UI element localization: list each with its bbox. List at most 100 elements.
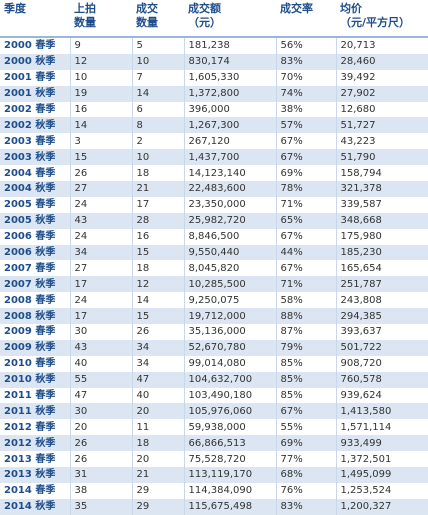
- season-cell: 2001 秋季: [0, 85, 70, 102]
- value-cell: 8: [131, 117, 184, 134]
- value-cell: 105,976,060: [183, 403, 276, 420]
- value-cell: 70%: [275, 69, 336, 86]
- value-cell: 68%: [275, 467, 336, 483]
- value-cell: 1,372,800: [183, 85, 276, 102]
- season-cell: 2014 春季: [4, 485, 56, 497]
- table-row: 2012 秋季 26 18 66,866,513 69% 933,499: [0, 435, 428, 452]
- season-cell: 2004 秋季: [0, 181, 70, 197]
- value-cell: 71%: [275, 196, 336, 213]
- season-cell: 2000 春季: [4, 40, 56, 52]
- value-cell: 165,654: [335, 260, 428, 277]
- value-cell: 14: [131, 292, 184, 309]
- value-cell: 85%: [275, 387, 336, 404]
- value-cell: 12: [131, 276, 184, 293]
- value-cell: 30: [69, 403, 132, 420]
- table-row: 2004 秋季 27 21 22,483,600 78% 321,378: [0, 181, 428, 197]
- table-row: 2008 秋季 17 15 19,712,000 88% 294,385: [0, 308, 428, 325]
- season-cell: 2002 春季: [4, 104, 56, 115]
- value-cell: 908,720: [335, 355, 428, 372]
- table-row: 2011 秋季 30 20 105,976,060 67% 1,413,580: [0, 403, 428, 420]
- value-cell: 20: [131, 451, 184, 468]
- value-cell: 24: [69, 196, 132, 213]
- value-cell: 51,790: [335, 149, 428, 166]
- value-cell: 9: [69, 37, 132, 54]
- value-cell: 10: [131, 149, 184, 166]
- season-cell: 2004 春季: [4, 167, 56, 179]
- value-cell: 251,787: [335, 276, 428, 293]
- value-cell: 85%: [275, 355, 336, 372]
- season-cell: 2010 秋季: [0, 371, 70, 388]
- season-cell: 2012 秋季: [0, 435, 70, 452]
- value-cell: 57%: [275, 117, 336, 134]
- value-cell: 35: [69, 498, 132, 515]
- value-cell: 16: [131, 228, 184, 245]
- table-row: 2013 秋季 31 21 113,119,170 68% 1,495,099: [0, 467, 428, 483]
- value-cell: 51,727: [335, 117, 428, 134]
- season-cell: 2005 秋季: [0, 212, 70, 229]
- value-cell: 34: [69, 244, 132, 261]
- season-cell: 2014 秋季: [0, 498, 70, 515]
- table-row: 2007 秋季 17 12 10,285,500 71% 251,787: [0, 276, 428, 293]
- table-row: 2009 春季 30 26 35,136,000 87% 393,637: [0, 324, 428, 340]
- season-cell: 2007 春季: [4, 262, 56, 274]
- table-row: 2006 秋季 34 15 9,550,440 44% 185,230: [0, 244, 428, 261]
- value-cell: 38: [69, 482, 132, 499]
- value-cell: 8,846,500: [183, 228, 276, 245]
- header-cell: 均价 （元/平方尺）: [336, 0, 428, 38]
- table-row: 2004 春季 26 18 14,123,140 69% 158,794: [0, 165, 428, 182]
- value-cell: 12: [69, 53, 132, 70]
- value-cell: 66,866,513: [183, 435, 276, 452]
- value-cell: 939,624: [335, 387, 428, 404]
- value-cell: 67%: [275, 260, 336, 277]
- value-cell: 2: [131, 133, 184, 150]
- value-cell: 55%: [275, 419, 336, 436]
- value-cell: 6: [131, 101, 184, 118]
- value-cell: 115,675,498: [183, 498, 276, 515]
- value-cell: 24: [69, 228, 132, 245]
- table-row: 2014 春季 38 29 114,384,090 76% 1,253,524: [0, 482, 428, 499]
- value-cell: 16: [69, 101, 132, 118]
- value-cell: 830,174: [183, 53, 276, 70]
- value-cell: 175,980: [335, 228, 428, 245]
- value-cell: 88%: [275, 308, 336, 325]
- value-cell: 43,223: [335, 133, 428, 150]
- value-cell: 75,528,720: [183, 451, 276, 468]
- value-cell: 14: [69, 117, 132, 134]
- table-row: 2011 春季 47 40 103,490,180 85% 939,624: [0, 387, 428, 404]
- season-cell: 2013 秋季: [0, 467, 70, 483]
- season-cell: 2003 春季: [4, 135, 56, 147]
- value-cell: 47: [69, 387, 132, 404]
- season-cell: 2011 春季: [4, 390, 56, 402]
- season-cell: 2011 秋季: [0, 403, 70, 420]
- value-cell: 24: [69, 292, 132, 309]
- season-cell: 2007 秋季: [0, 276, 70, 293]
- value-cell: 181,238: [183, 37, 276, 54]
- value-cell: 103,490,180: [183, 387, 276, 404]
- value-cell: 87%: [275, 324, 336, 340]
- value-cell: 26: [69, 165, 132, 182]
- table-row: 2001 春季 10 7 1,605,330 70% 39,492: [0, 69, 428, 86]
- value-cell: 501,722: [335, 339, 428, 356]
- value-cell: 243,808: [335, 292, 428, 309]
- value-cell: 339,587: [335, 196, 428, 213]
- value-cell: 22,483,600: [183, 181, 276, 197]
- value-cell: 12,680: [335, 101, 428, 118]
- value-cell: 11: [131, 419, 184, 436]
- value-cell: 10,285,500: [183, 276, 276, 293]
- value-cell: 34: [131, 339, 184, 356]
- value-cell: 28,460: [335, 53, 428, 70]
- table-row: 2010 秋季 55 47 104,632,700 85% 760,578: [0, 371, 428, 388]
- season-cell: 2009 秋季: [0, 339, 70, 356]
- value-cell: 3: [69, 133, 132, 150]
- header-cell: 成交率: [276, 0, 336, 38]
- value-cell: 18: [131, 260, 184, 277]
- value-cell: 158,794: [335, 165, 428, 182]
- value-cell: 9,250,075: [183, 292, 276, 309]
- value-cell: 47: [131, 371, 184, 388]
- season-cell: 2002 秋季: [0, 117, 70, 134]
- header-cell: 成交 数量: [132, 0, 184, 38]
- value-cell: 267,120: [183, 133, 276, 150]
- value-cell: 17: [131, 196, 184, 213]
- value-cell: 10: [69, 69, 132, 86]
- season-cell: 2010 春季: [4, 358, 56, 370]
